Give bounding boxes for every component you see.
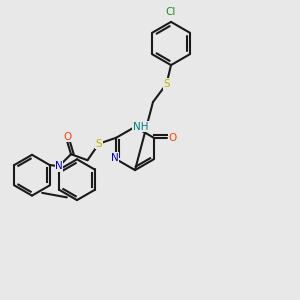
Text: S: S xyxy=(96,139,102,149)
Text: NH: NH xyxy=(133,122,148,132)
Text: O: O xyxy=(169,133,177,143)
Text: S: S xyxy=(163,79,170,89)
Text: N: N xyxy=(55,161,63,171)
Text: Cl: Cl xyxy=(166,7,176,17)
Text: N: N xyxy=(111,153,119,163)
Text: O: O xyxy=(63,132,71,142)
